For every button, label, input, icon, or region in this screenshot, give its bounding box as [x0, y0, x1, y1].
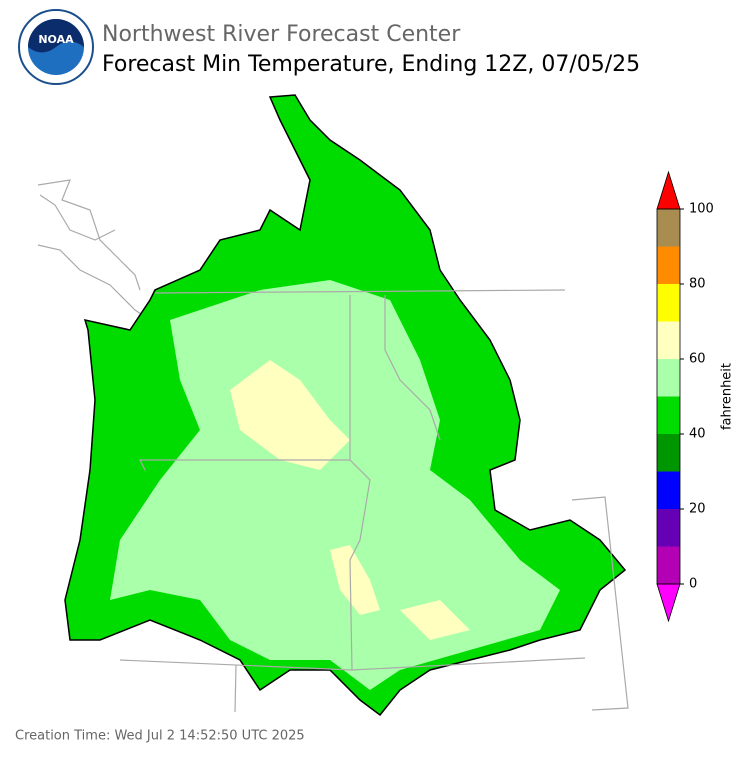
colorbar-bin [657, 434, 680, 472]
colorbar-bin [657, 396, 680, 434]
noaa-logo: NOAA [18, 9, 94, 85]
colorbar-tick-label: 80 [689, 277, 706, 292]
logo-text: NOAA [38, 33, 74, 46]
colorbar-bin [657, 209, 680, 247]
colorbar-tick-label: 0 [689, 577, 697, 592]
footer: Creation Time: Wed Jul 2 14:52:50 UTC 20… [15, 729, 305, 744]
mild-zone [110, 280, 560, 690]
colorbar-bin [657, 284, 680, 322]
colorbar-over [656, 170, 681, 210]
colorbar-under [656, 583, 681, 623]
colorbar-bin [657, 359, 680, 397]
state-borders [119, 289, 629, 713]
colorbar-frame [656, 208, 681, 585]
colorbar-label: fahrenheit [720, 363, 735, 430]
colorbar-tick-label: 40 [689, 427, 706, 442]
colorbar-tick-label: 100 [689, 202, 714, 217]
colorbar-bin [657, 321, 680, 359]
agency: Northwest River Forecast Center [102, 22, 461, 47]
title: Forecast Min Temperature, Ending 12Z, 07… [102, 52, 640, 77]
coastline [37, 179, 151, 321]
colorbar-bin [657, 546, 680, 584]
colorbar-bin [657, 246, 680, 284]
warm-zone [230, 360, 470, 640]
colorbar-tick-label: 60 [689, 352, 706, 367]
colorbar-bin [657, 471, 680, 509]
colorbar-bin [657, 509, 680, 547]
colorbar-tick-label: 20 [689, 502, 706, 517]
